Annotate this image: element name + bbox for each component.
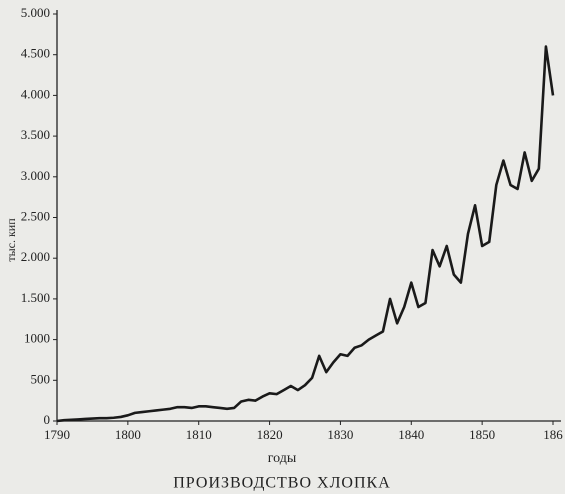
data-line (56, 45, 555, 423)
y-tick-label: 500 (31, 371, 51, 386)
y-tick-label: 3.500 (21, 127, 50, 142)
x-tick-label: 1830 (327, 427, 353, 442)
y-axis-label: тыс. кип (4, 218, 18, 262)
y-tick-label: 2.000 (21, 249, 50, 264)
y-tick-label: 3.000 (21, 168, 50, 183)
y-tick-label: 0 (44, 412, 51, 427)
x-tick-label: 1800 (115, 427, 141, 442)
x-axis-label: годы (268, 451, 297, 466)
x-tick-label: 1840 (398, 427, 424, 442)
y-tick-label: 4.000 (21, 86, 50, 101)
x-tick-label: 186 (543, 427, 563, 442)
y-tick-label: 1.500 (21, 290, 50, 305)
x-tick-label: 1790 (44, 427, 70, 442)
chart-title: ПРОИЗВОДСТВО ХЛОПКА (173, 475, 391, 492)
x-tick-label: 1810 (186, 427, 212, 442)
y-tick-label: 5.000 (21, 5, 50, 20)
y-tick-label: 1000 (24, 331, 50, 346)
x-tick-label: 1850 (469, 427, 495, 442)
x-tick-label: 1820 (257, 427, 283, 442)
y-tick-label: 2.500 (21, 208, 50, 223)
y-tick-label: 4.500 (21, 46, 50, 61)
